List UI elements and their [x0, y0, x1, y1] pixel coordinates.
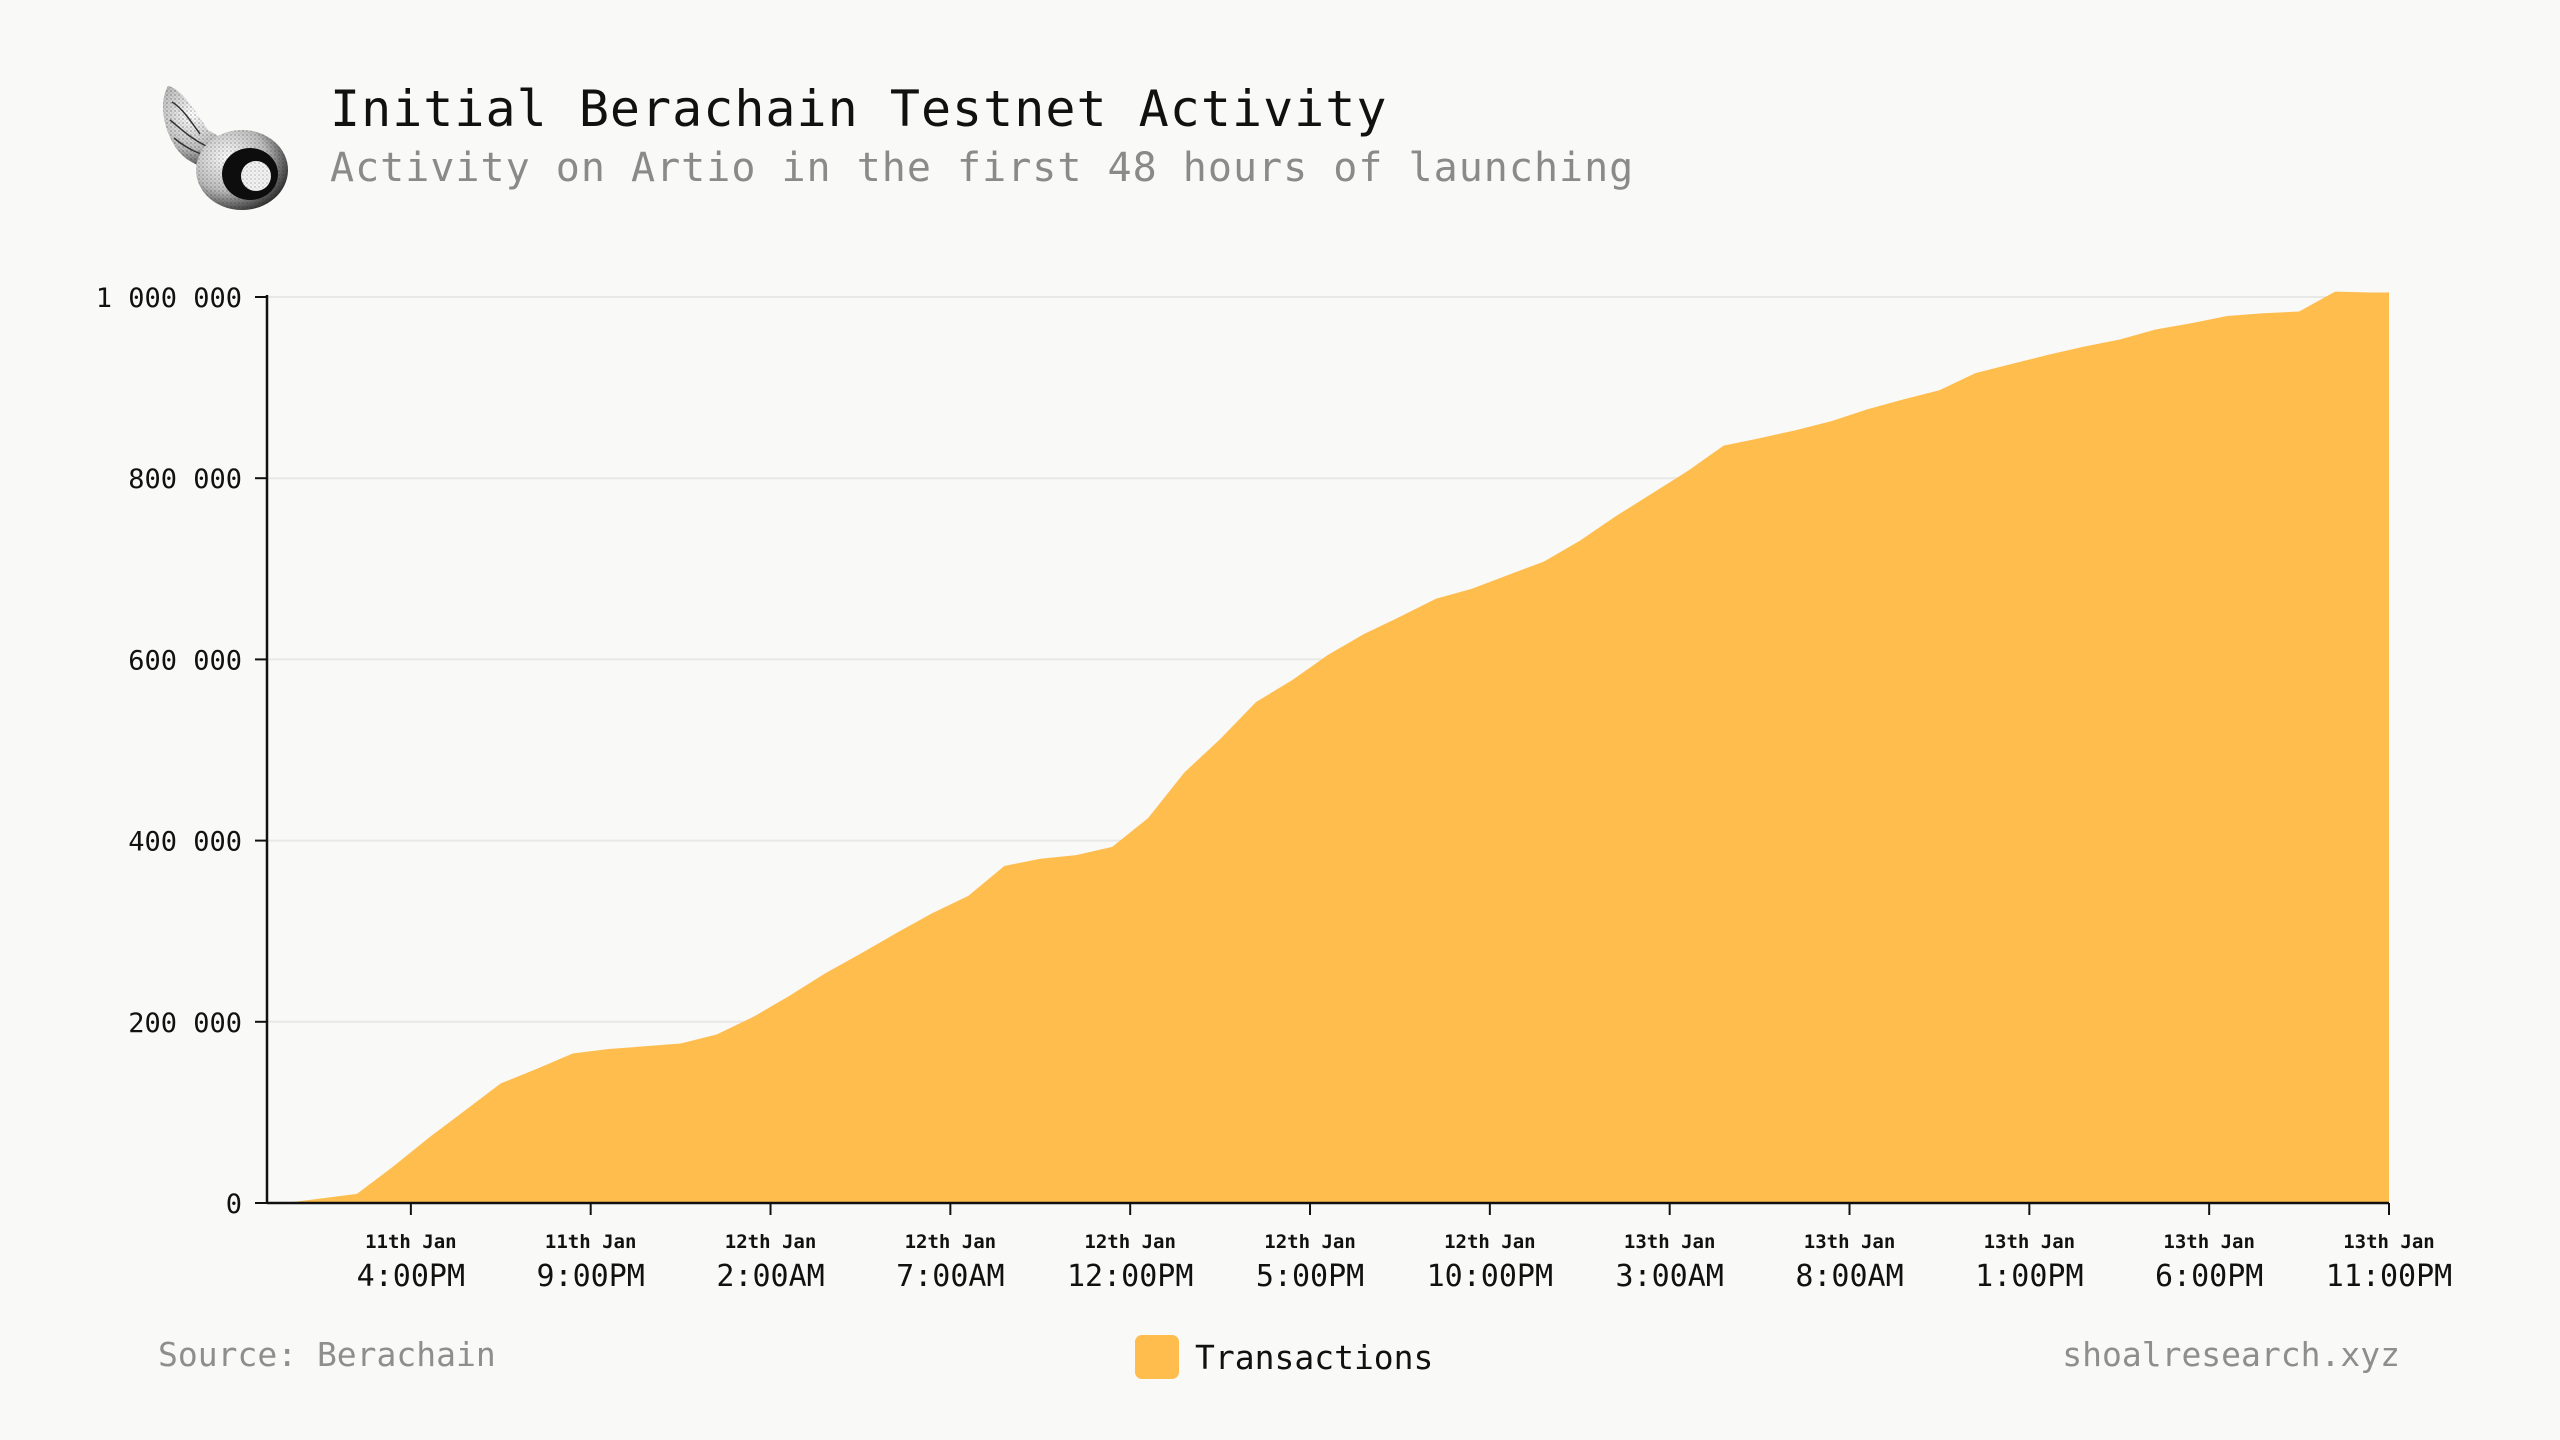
x-tick-time: 9:00PM [537, 1259, 645, 1294]
y-tick-label: 600 000 [128, 645, 242, 676]
x-tick-date: 12th Jan [905, 1231, 997, 1253]
x-tick-date: 11th Jan [365, 1231, 457, 1253]
legend-label: Transactions [1195, 1337, 1434, 1377]
transactions-area [285, 291, 2389, 1204]
x-tick-date: 12th Jan [1444, 1231, 1536, 1253]
x-tick-time: 12:00PM [1067, 1259, 1193, 1294]
x-tick-date: 13th Jan [2343, 1231, 2435, 1253]
seashell-icon [162, 86, 288, 210]
x-tick-date: 13th Jan [2163, 1231, 2255, 1253]
x-tick-time: 3:00AM [1615, 1259, 1723, 1294]
x-tick-time: 11:00PM [2326, 1259, 2452, 1294]
x-tick-date: 12th Jan [1084, 1231, 1176, 1253]
chart-subtitle: Activity on Artio in the first 48 hours … [330, 145, 1635, 191]
x-tick-time: 2:00AM [716, 1259, 824, 1294]
source-label: Source: Berachain [158, 1335, 496, 1374]
x-tick-time: 8:00AM [1795, 1259, 1903, 1294]
x-tick-date: 13th Jan [1624, 1231, 1716, 1253]
y-tick-label: 1 000 000 [96, 283, 242, 314]
x-tick-date: 12th Jan [725, 1231, 817, 1253]
y-tick-label: 200 000 [128, 1008, 242, 1039]
x-tick-time: 4:00PM [357, 1259, 465, 1294]
y-tick-label: 0 [226, 1189, 242, 1220]
legend-swatch [1135, 1335, 1179, 1379]
x-tick-time: 1:00PM [1975, 1259, 2083, 1294]
x-tick-time: 6:00PM [2155, 1259, 2263, 1294]
x-tick-date: 11th Jan [545, 1231, 637, 1253]
y-tick-label: 800 000 [128, 464, 242, 495]
x-tick-time: 7:00AM [896, 1259, 1004, 1294]
x-tick-time: 10:00PM [1427, 1259, 1553, 1294]
site-label: shoalresearch.xyz [2062, 1335, 2400, 1374]
x-tick-date: 13th Jan [1984, 1231, 2076, 1253]
x-tick-date: 13th Jan [1804, 1231, 1896, 1253]
y-tick-label: 400 000 [128, 827, 242, 858]
x-tick-date: 12th Jan [1264, 1231, 1356, 1253]
chart-legend: Transactions [1135, 1335, 1433, 1379]
chart-title: Initial Berachain Testnet Activity [330, 80, 1388, 138]
x-tick-time: 5:00PM [1256, 1259, 1364, 1294]
